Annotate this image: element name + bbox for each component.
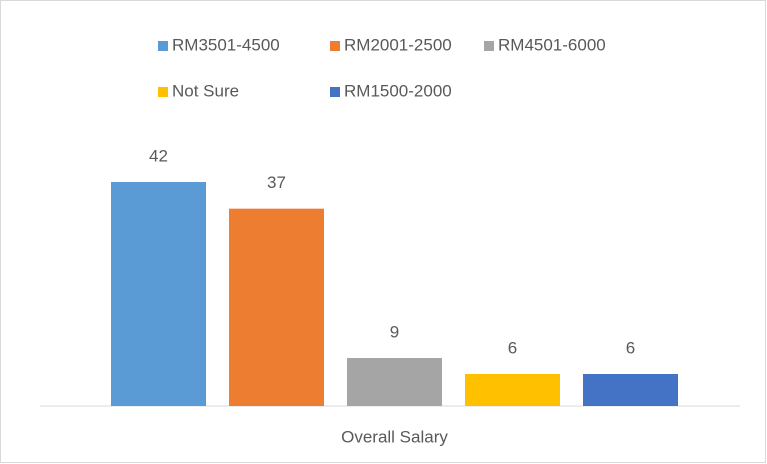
legend-label: RM2001-2500	[344, 35, 452, 54]
bar	[229, 208, 324, 406]
legend-label: RM3501-4500	[172, 35, 280, 54]
bar	[347, 358, 442, 406]
x-tick-label: Overall Salary	[341, 427, 448, 446]
legend-swatch	[330, 87, 340, 97]
bar	[465, 374, 560, 406]
legend-swatch	[158, 87, 168, 97]
data-label: 42	[149, 146, 168, 165]
data-label: 6	[626, 338, 635, 357]
data-label: 9	[390, 322, 399, 341]
legend-label: RM4501-6000	[498, 35, 606, 54]
data-label: 37	[267, 173, 286, 192]
legend-label: Not Sure	[172, 81, 239, 100]
legend-swatch	[330, 41, 340, 51]
legend-swatch	[158, 41, 168, 51]
bar	[111, 182, 206, 406]
legend-label: RM1500-2000	[344, 81, 452, 100]
data-label: 6	[508, 338, 517, 357]
legend-swatch	[484, 41, 494, 51]
bar	[583, 374, 678, 406]
